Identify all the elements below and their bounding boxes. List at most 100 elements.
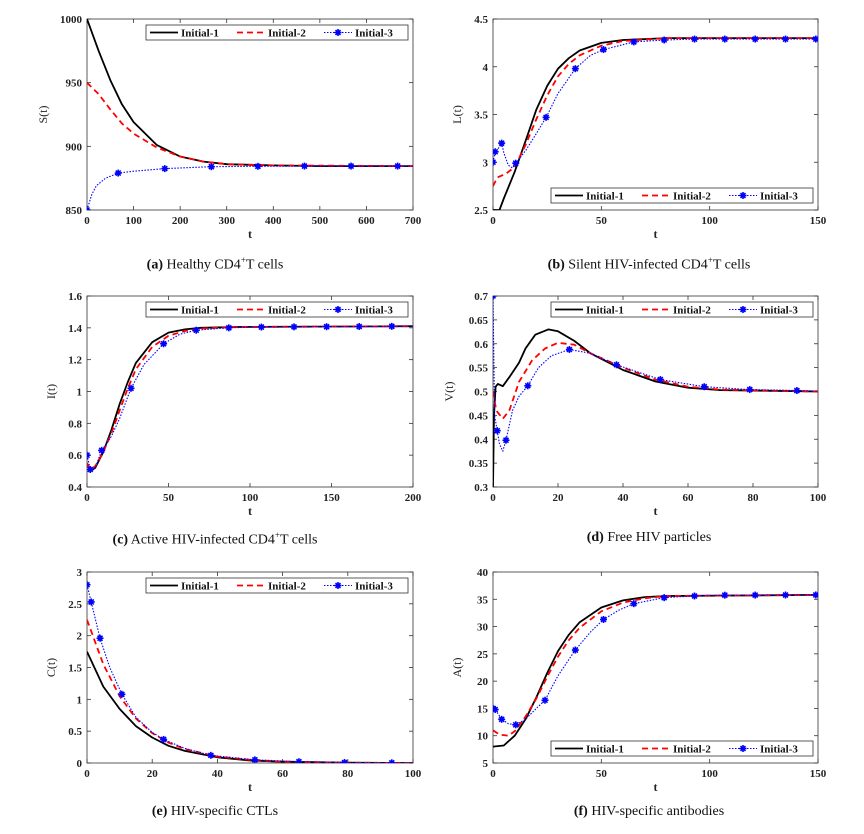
caption-text: Active HIV-infected CD4	[128, 532, 275, 548]
y-tick-label: 0.8	[68, 418, 82, 430]
data-marker	[394, 162, 402, 170]
x-tick-label: 0	[84, 215, 90, 227]
x-tick-label: 150	[323, 492, 340, 504]
marker-dot	[499, 140, 504, 146]
caption-text: Silent HIV-infected CD4	[564, 257, 708, 273]
data-marker	[87, 451, 91, 459]
marker-dot	[499, 717, 504, 722]
data-marker	[160, 340, 168, 348]
x-tick-label: 60	[683, 492, 695, 504]
marker-dot	[348, 163, 354, 169]
caption-e: (e) HIV-specific CTLs	[0, 804, 430, 820]
series-line-initial-3	[87, 584, 413, 763]
data-marker	[498, 139, 506, 147]
data-marker	[98, 446, 106, 454]
series-group	[493, 296, 818, 487]
series-line-initial-3	[87, 325, 413, 471]
data-marker	[257, 323, 265, 331]
data-marker	[160, 735, 168, 743]
y-axis-label: S(t)	[36, 105, 50, 123]
marker-dot	[740, 193, 746, 198]
marker-dot	[692, 36, 697, 42]
data-marker	[739, 192, 747, 199]
marker-dot	[194, 328, 199, 333]
x-tick-label: 40	[618, 492, 630, 504]
legend: Initial-1 Initial-2 Initial-3	[145, 577, 409, 594]
marker-dot	[128, 386, 134, 391]
y-tick-label: 4	[483, 62, 489, 74]
marker-dot	[495, 428, 500, 433]
data-marker	[751, 35, 759, 43]
y-tick-label: 2.5	[68, 599, 82, 611]
marker-dot	[661, 37, 667, 43]
marker-dot	[252, 757, 258, 763]
marker-stroke	[87, 206, 91, 210]
data-marker	[812, 35, 818, 43]
legend-box	[550, 187, 814, 204]
y-tick-label: 35	[477, 594, 489, 606]
x-tick-label: 100	[125, 215, 142, 227]
y-tick-label: 1	[77, 387, 83, 399]
marker-dot	[601, 617, 606, 622]
data-marker	[493, 296, 497, 300]
x-tick-label: 50	[596, 215, 608, 227]
x-tick-label: 700	[405, 215, 422, 227]
caption-c: (c) Active HIV-infected CD4+T cells	[0, 530, 430, 549]
marker-dot	[161, 737, 166, 742]
marker-dot	[752, 36, 758, 42]
y-tick-label: 1000	[60, 14, 83, 26]
series-line-initial-1	[87, 19, 413, 168]
legend: Initial-1 Initial-2 Initial-3	[550, 301, 814, 318]
marker-dot	[389, 324, 395, 329]
y-axis-label: I(t)	[44, 384, 58, 399]
data-marker	[251, 756, 259, 763]
caption-a: (a) Healthy CD4+T cells	[0, 255, 430, 274]
data-marker	[388, 322, 396, 330]
data-marker	[793, 387, 801, 395]
marker-stroke	[87, 454, 91, 459]
y-tick-label: 950	[66, 78, 83, 90]
legend-label: Initial-2	[268, 305, 306, 317]
marker-dot	[513, 722, 518, 727]
series-line-initial-3	[87, 165, 413, 210]
data-marker	[739, 306, 747, 313]
x-tick-label: 400	[265, 215, 282, 227]
data-marker	[512, 159, 520, 167]
x-tick-label: 60	[277, 768, 289, 780]
data-marker	[782, 591, 789, 599]
caption-sup: +	[707, 255, 713, 265]
x-tick-label: 100	[701, 215, 718, 227]
x-tick-label: 150	[810, 215, 827, 227]
marker-dot	[783, 36, 788, 42]
y-tick-label: 0.35	[469, 458, 489, 470]
marker-dot	[88, 467, 93, 472]
y-tick-label: 0.55	[469, 363, 489, 375]
y-tick-label: 1.6	[68, 291, 82, 303]
data-marker	[295, 758, 303, 763]
marker-dot	[813, 36, 818, 42]
y-tick-label: 0.4	[474, 434, 488, 446]
series-line-initial-3	[493, 296, 818, 452]
axes-box	[86, 295, 414, 488]
marker-dot	[116, 170, 121, 176]
marker-dot	[813, 592, 818, 598]
y-tick-label: 1.5	[68, 663, 82, 675]
caption-d: (d) Free HIV particles	[434, 530, 864, 546]
data-marker	[300, 162, 308, 170]
y-tick-label: 0.4	[68, 482, 82, 494]
data-marker	[388, 759, 396, 763]
data-marker	[254, 162, 262, 170]
y-tick-label: 3	[483, 157, 489, 169]
marker-dot	[226, 325, 232, 331]
y-tick-label: 0	[77, 758, 83, 770]
series-line-initial-3	[493, 38, 818, 169]
caption-text-end: T cells	[280, 532, 318, 548]
legend-label: Initial-3	[355, 305, 393, 317]
marker-dot	[209, 164, 214, 169]
caption-label: (a)	[146, 257, 163, 273]
x-tick-label: 50	[163, 492, 175, 504]
legend-label: Initial-3	[760, 744, 798, 756]
data-marker	[571, 65, 579, 73]
data-marker	[347, 162, 355, 170]
